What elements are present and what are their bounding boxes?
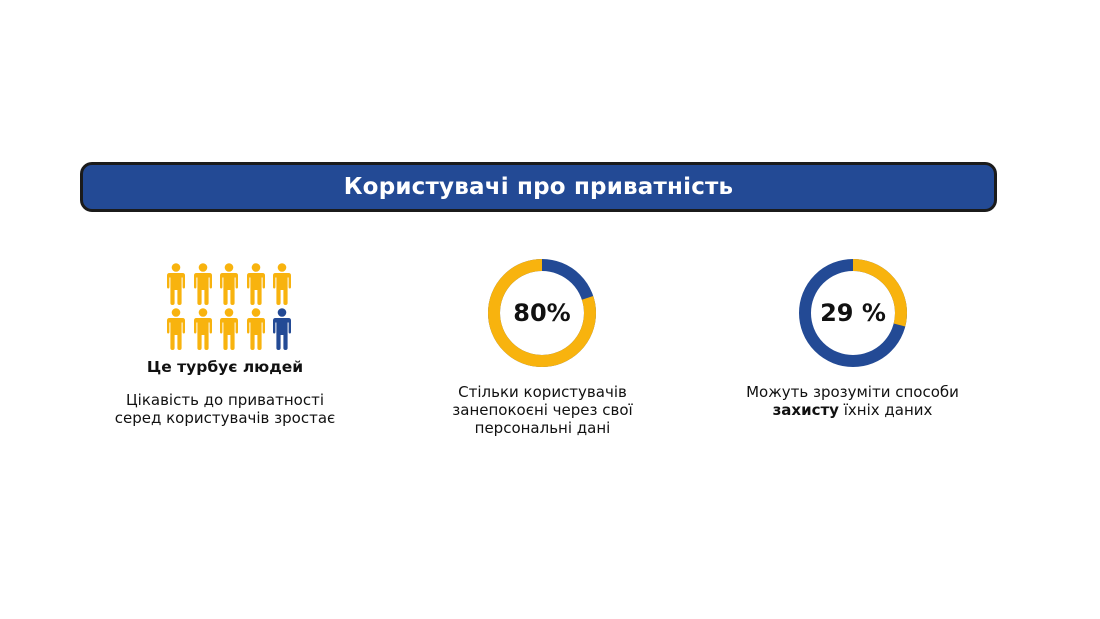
concerned-caption-line-1: Стільки користувачів [458, 383, 627, 401]
understand-caption-line-2: захисту їхніх даних [720, 401, 985, 419]
donut-chart-concerned: 80% [488, 259, 596, 367]
person-icon-highlighted [246, 263, 265, 305]
title-banner: Користувачі про приватність [80, 162, 997, 212]
person-icon-other [273, 308, 291, 350]
concerned-caption-line-2: занепокоєні через свої [452, 401, 633, 419]
donut-value-label: 80% [513, 299, 570, 327]
person-icon-highlighted [193, 263, 212, 305]
person-icon-highlighted [220, 263, 238, 305]
person-icon-highlighted [273, 263, 291, 305]
people-caption-line-1: Цікавість до приватності [126, 391, 324, 409]
people-caption: Цікавість до приватності серед користува… [100, 391, 350, 427]
donut-segment-primary [488, 259, 596, 367]
donut-value-label: 29 % [820, 299, 886, 327]
concerned-caption: Стільки користувачів занепокоєні через с… [420, 383, 665, 437]
understand-caption: Можуть зрозуміти способи захисту їхніх д… [720, 383, 985, 419]
people-pictogram [163, 263, 295, 353]
donut-segment-primary [799, 259, 907, 367]
person-icon-highlighted [167, 263, 185, 305]
person-icon-highlighted [220, 308, 238, 350]
concerned-caption-line-3: персональні дані [474, 419, 611, 437]
people-caption-line-2: серед користувачів зростає [114, 409, 336, 427]
donut-chart-understand: 29 % [799, 259, 907, 367]
understand-caption-rest: їхніх даних [838, 401, 933, 419]
person-icon-highlighted [193, 308, 212, 350]
page-title: Користувачі про приватність [343, 174, 734, 200]
understand-caption-bold: захисту [772, 401, 839, 419]
person-icon-highlighted [246, 308, 265, 350]
understand-caption-line-1: Можуть зрозуміти способи [746, 383, 959, 401]
person-icon-highlighted [167, 308, 185, 350]
people-title: Це турбує людей [146, 358, 304, 376]
